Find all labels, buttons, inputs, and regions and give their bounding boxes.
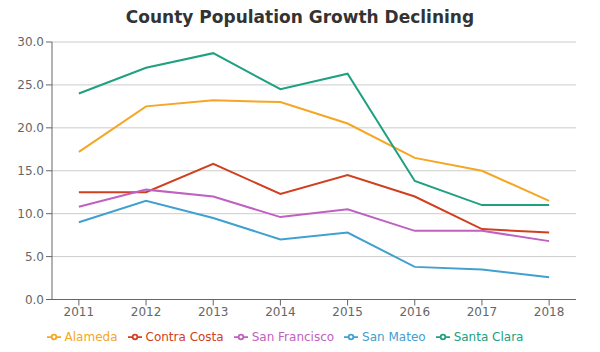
html-text:Contra Costa: Contra Costa (145, 329, 224, 344)
svg-text:10.0: 10.0 (17, 207, 44, 221)
html-text:County Population Growth Decli: County Population Growth Declining (125, 7, 475, 27)
svg-text:2014: 2014 (265, 305, 296, 319)
svg-text:2013: 2013 (198, 305, 229, 319)
svg-text:2015: 2015 (332, 305, 363, 319)
svg-text:5.0: 5.0 (25, 250, 44, 264)
svg-text:15.0: 15.0 (17, 164, 44, 178)
svg-text:2016: 2016 (399, 305, 430, 319)
svg-text:30.0: 30.0 (17, 35, 44, 49)
svg-text:25.0: 25.0 (17, 78, 44, 92)
svg-text:20.0: 20.0 (17, 121, 44, 135)
svg-text:2017: 2017 (467, 305, 498, 319)
html-text:Santa Clara: Santa Clara (453, 329, 524, 344)
svg-text:2018: 2018 (534, 305, 565, 319)
html-text:Alameda: Alameda (64, 329, 118, 344)
svg-text:2011: 2011 (64, 305, 95, 319)
html-text:San Mateo: San Mateo (362, 329, 426, 344)
svg-text:2012: 2012 (131, 305, 162, 319)
svg-text:0.0: 0.0 (25, 293, 44, 307)
html-text:San Francisco: San Francisco (251, 329, 335, 344)
